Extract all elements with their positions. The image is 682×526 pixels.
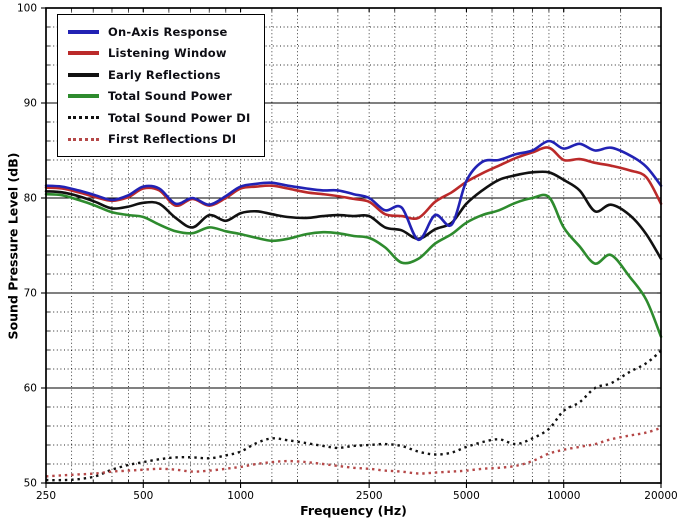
legend-label: First Reflections DI: [108, 132, 237, 147]
legend-swatch-dotted-line: [68, 137, 99, 141]
plot-border: [45, 7, 662, 484]
y-tick-label: 60: [24, 383, 37, 395]
legend-swatch-dotted-line: [68, 116, 99, 120]
y-tick-label: 50: [24, 478, 37, 490]
x-tick-label: 20000: [644, 490, 677, 502]
legend-label: Total Sound Power DI: [108, 110, 251, 125]
legend-item-0: On-Axis Response: [68, 22, 250, 42]
series-line-0: [44, 139, 663, 242]
legend-swatch-solid-line: [68, 72, 99, 77]
legend-item-5: First Reflections DI: [68, 130, 250, 150]
x-tick-label: 10000: [547, 490, 580, 502]
legend-item-4: Total Sound Power DI: [68, 108, 250, 128]
legend-item-2: Early Reflections: [68, 65, 250, 85]
x-tick-label: 500: [133, 490, 153, 502]
series-line-1: [44, 146, 663, 221]
y-axis-label: Sound Pressure Level (dB): [5, 152, 21, 340]
x-tick-label: 5000: [453, 490, 480, 502]
legend-swatch-solid-line: [68, 94, 99, 99]
legend-item-1: Listening Window: [68, 44, 250, 64]
x-tick-label: 2500: [356, 490, 383, 502]
series-line-2: [44, 170, 663, 261]
legend-label: Listening Window: [108, 46, 227, 61]
series-line-3: [44, 192, 663, 338]
legend-label: Early Reflections: [108, 67, 221, 82]
x-tick-label: 1000: [227, 490, 254, 502]
x-tick-label: 250: [36, 490, 56, 502]
series-line-4: [45, 349, 662, 482]
legend: On-Axis Response Listening Window Early Re…: [57, 14, 266, 157]
y-tick-label: 100: [17, 3, 37, 15]
legend-swatch-solid-line: [68, 51, 99, 56]
legend-label: Total Sound Power: [108, 89, 233, 104]
legend-swatch-solid-line: [68, 29, 99, 34]
tick-labels: 250 500 1000 2500 5000 10000 20000 50 60 70 80 90 10…: [17, 3, 678, 503]
y-tick-label: 70: [24, 288, 37, 300]
y-tick-label: 90: [24, 98, 37, 110]
y-tick-label: 80: [24, 193, 37, 205]
series-line-5: [45, 426, 662, 478]
legend-item-3: Total Sound Power: [68, 87, 250, 107]
legend-label: On-Axis Response: [108, 24, 228, 39]
x-axis-label: Frequency (Hz): [300, 503, 407, 518]
series-lines: [44, 139, 663, 482]
